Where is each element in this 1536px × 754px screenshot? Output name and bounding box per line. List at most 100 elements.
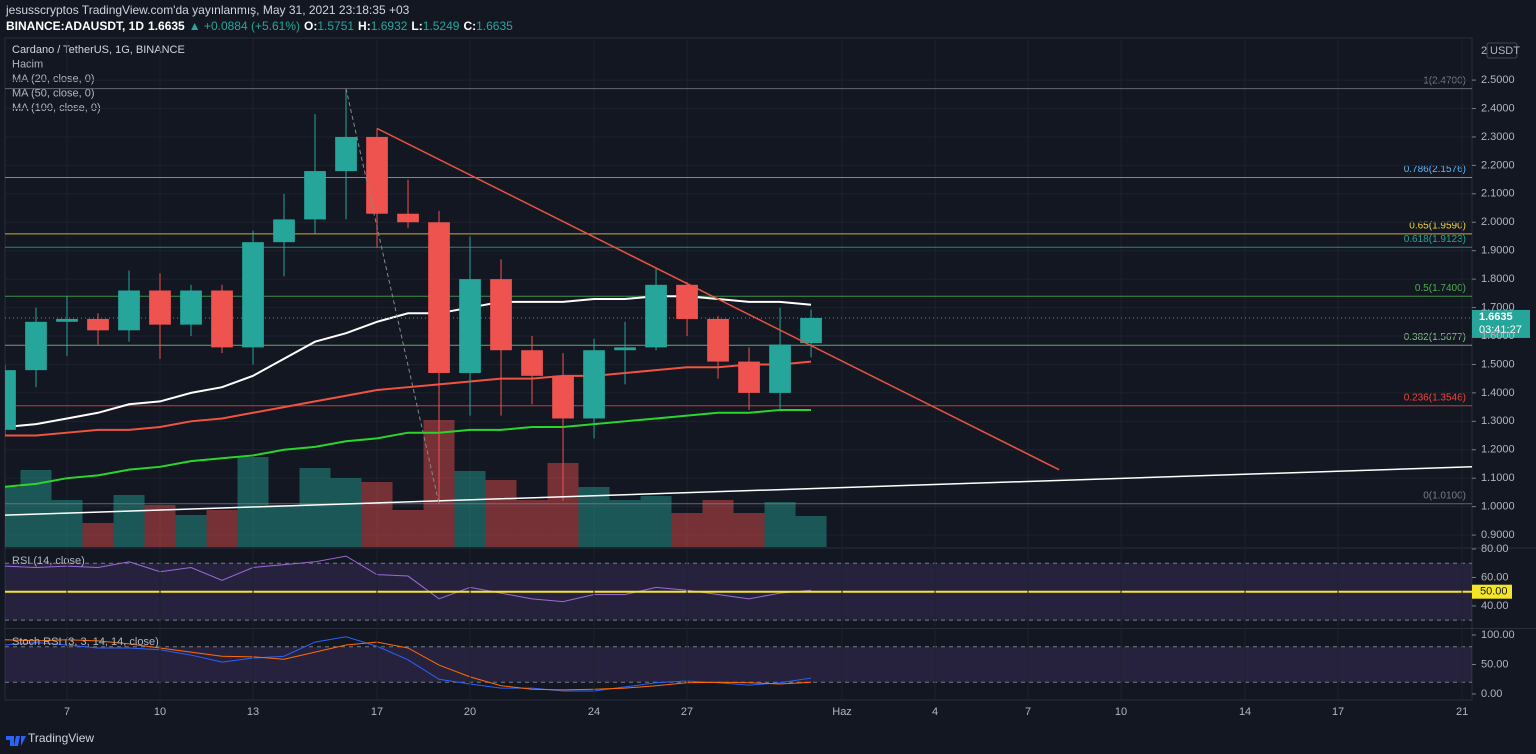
candle-body [614, 347, 636, 351]
y-tick-label: 1.5000 [1481, 358, 1515, 370]
x-tick-label: 7 [1025, 706, 1031, 718]
y-tick-label: 2.3000 [1481, 131, 1515, 143]
ohlc-value: 1.6932 [370, 19, 408, 33]
volume-bar [144, 505, 176, 547]
volume-bar [485, 480, 517, 547]
ohlc-label: H: [358, 19, 371, 33]
x-tick-label: 27 [681, 706, 693, 718]
ohlc-label: L: [411, 19, 423, 33]
ohlc-label: C: [463, 19, 477, 33]
y-tick-label: 1.0000 [1481, 501, 1515, 513]
candle-body [211, 290, 233, 348]
x-tick-label: 17 [371, 706, 383, 718]
volume-bar [268, 505, 300, 547]
change: ▲ +0.0884 (+5.61%) [188, 19, 300, 33]
brand: TradingView [28, 731, 94, 745]
publish-line: jesusscryptos TradingView.com'da yayınla… [6, 3, 410, 17]
main-pane [5, 79, 1472, 547]
legend-entry: MA (50, close, 0) [12, 87, 95, 99]
fib-label: 0.236(1.3546) [1404, 392, 1466, 403]
x-tick-label: 21 [1456, 706, 1468, 718]
volume-bar [330, 478, 362, 547]
candle-body [769, 344, 791, 393]
volume-bar [361, 482, 393, 547]
y-tick-label: 2.2000 [1481, 159, 1515, 171]
candle-body [707, 318, 729, 362]
legend-entry: MA (100, close, 0) [12, 102, 101, 114]
y-tick-label: 0.00 [1481, 688, 1502, 700]
ma-line [5, 408, 812, 488]
last-price: 1.6635 [148, 19, 185, 33]
last-price-label: 1.6635 [1479, 311, 1513, 323]
countdown: 03:41:27 [1479, 324, 1522, 336]
legend-entry: Cardano / TetherUS, 1G, BINANCE [12, 44, 185, 56]
overlay: 1(2.4700) 0.786(2.1576) 0.65(1.9590) 0.618(… [12, 44, 1530, 648]
legend-entry: MA (20, close, 0) [12, 73, 95, 85]
y-tick-label: 60.00 [1481, 571, 1509, 583]
y-tick-label: 50.00 [1481, 658, 1509, 670]
y-tick-label: 1.3000 [1481, 415, 1515, 427]
candle-body [5, 370, 16, 430]
volume-bar [5, 487, 21, 547]
candle-body [335, 136, 357, 172]
candle-body [366, 136, 388, 214]
fib-label: 0(1.0100) [1423, 490, 1466, 501]
rsi-title: RSI (14, close) [12, 555, 85, 567]
candle-body [676, 284, 698, 319]
candle-body [428, 222, 450, 373]
x-tick-label: 10 [154, 706, 166, 718]
volume-bar [392, 510, 424, 547]
y-tick-label: 1.7000 [1481, 301, 1515, 313]
volume-bar [175, 515, 207, 547]
y-tick-label: 2.4000 [1481, 102, 1515, 114]
candle-body [738, 361, 760, 393]
volume-bar [454, 471, 486, 547]
candle-body [521, 350, 543, 376]
y-tick-label: 1.2000 [1481, 444, 1515, 456]
volume-bar [113, 495, 145, 547]
quote-line: BINANCE:ADAUSDT, 1D 1.6635 ▲ +0.0884 (+5.6… [6, 18, 521, 34]
y-tick-label: 2.5000 [1481, 74, 1515, 86]
stoch-line [5, 639, 812, 691]
volume-bar [206, 510, 238, 547]
rsi-mid-box [1472, 584, 1512, 599]
candle-body [118, 290, 140, 331]
unit-box [1486, 42, 1518, 59]
fib-label: 0.5(1.7400) [1415, 283, 1466, 294]
last-price-box [1472, 309, 1530, 338]
y-tick-label: 0.9000 [1481, 529, 1515, 541]
candle-body [490, 279, 512, 351]
x-tick-label: 7 [64, 706, 70, 718]
volume-bar [578, 487, 610, 547]
x-tick-label: 4 [932, 706, 938, 718]
fib-label: 0.65(1.9590) [1409, 221, 1466, 232]
fib-label: 1(2.4700) [1423, 75, 1466, 86]
candle-body [87, 318, 109, 331]
y-tick-label: 1.9000 [1481, 245, 1515, 257]
header: jesusscryptos TradingView.com'da yayınla… [6, 2, 521, 34]
y-tick-label: 1.4000 [1481, 387, 1515, 399]
stoch-band [5, 646, 1472, 683]
ma-line [5, 360, 812, 437]
x-tick-label: 24 [588, 706, 600, 718]
volume-bar [764, 502, 796, 547]
rsi-mid-label: 50.00 [1480, 586, 1508, 598]
ohlc: O:1.5751 H:1.6932 L:1.5249 C:1.6635 [304, 19, 517, 33]
candle-body [242, 242, 264, 348]
y-tick-label: 1.1000 [1481, 472, 1515, 484]
candle-body [397, 213, 419, 223]
footer-logo: TradingView [6, 731, 94, 746]
candle-body [180, 290, 202, 325]
candle-body [149, 290, 171, 325]
x-tick-label: 10 [1115, 706, 1127, 718]
candle-body [273, 219, 295, 243]
legend-entry: Hacim [12, 58, 43, 70]
candle-body [583, 350, 605, 419]
symbol: BINANCE:ADAUSDT, 1D [6, 19, 145, 33]
ohlc-value: 1.5751 [317, 19, 355, 33]
candle-body [25, 321, 47, 371]
scale-badge: 2 [1481, 45, 1487, 57]
trendline [5, 466, 1472, 516]
